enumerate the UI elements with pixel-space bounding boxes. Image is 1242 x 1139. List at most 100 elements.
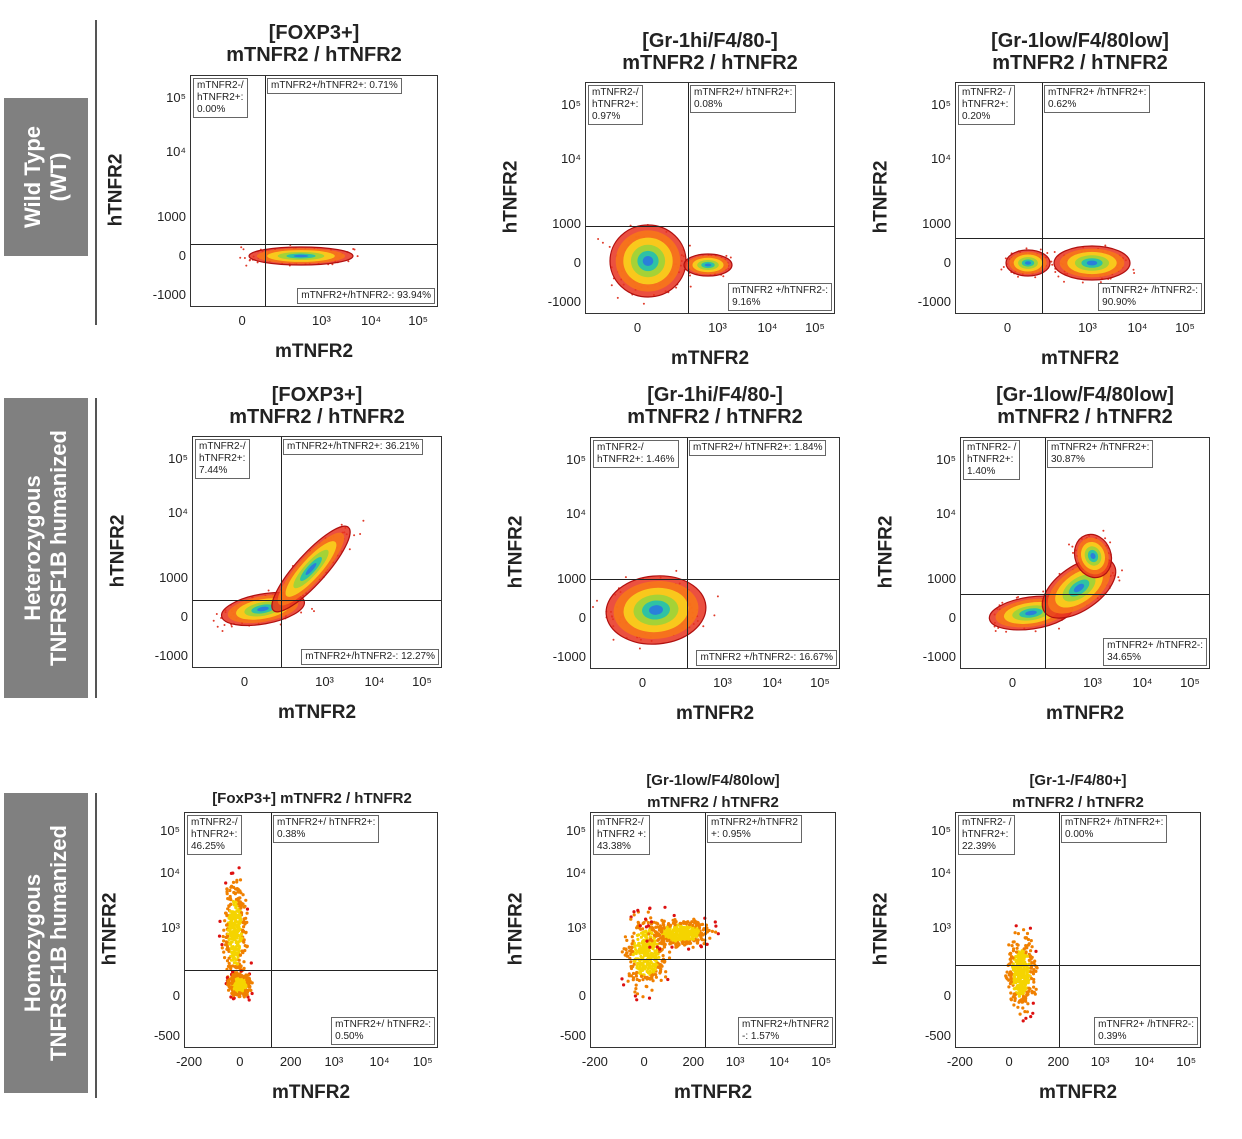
event-dot	[1011, 968, 1015, 972]
event-dot	[626, 954, 630, 958]
quadrant-label-line: +: 0.95%	[711, 829, 751, 840]
quadrant-label-line: mTNFR2+ /hTNFR2+:	[1051, 442, 1150, 453]
scatter-plot-area: mTNFR2- / hTNFR2+: 1.40% mTNFR2+ /hTNFR2+: 3…	[960, 437, 1210, 669]
y-tick-label: 1000	[552, 215, 581, 231]
y-tick-label: 10⁵	[561, 97, 581, 113]
event-dot	[664, 970, 668, 974]
event-dot	[1039, 248, 1042, 251]
event-dot	[231, 973, 235, 977]
event-dot	[1020, 968, 1024, 972]
event-dot	[230, 981, 234, 986]
panel-title-line2: mTNFR2 / hTNFR2	[627, 406, 803, 428]
quadrant-label-line: 0.20%	[962, 111, 991, 122]
event-dot	[224, 881, 228, 885]
event-dot	[630, 942, 634, 946]
event-dot	[639, 954, 643, 959]
event-dot	[637, 948, 641, 952]
y-tick-label: -1000	[552, 649, 586, 665]
event-dot	[691, 937, 695, 941]
event-dot	[636, 920, 640, 924]
event-dot	[362, 519, 365, 522]
event-dot	[1013, 931, 1017, 935]
event-dot	[226, 928, 230, 932]
event-dot	[665, 925, 669, 929]
event-dot	[681, 940, 685, 944]
event-dot	[236, 984, 240, 988]
event-dot	[653, 965, 657, 969]
event-dot	[644, 945, 648, 949]
event-dot	[648, 945, 652, 949]
panel-title-line1: [FoxP3+] mTNFR2 / hTNFR2	[212, 790, 412, 807]
event-dot	[695, 922, 699, 926]
event-dot	[1025, 247, 1028, 250]
event-dot	[1133, 272, 1136, 274]
quadrant-label-line: mTNFR2- /	[962, 87, 1012, 98]
event-dot	[650, 988, 654, 992]
x-tick-label: 10⁵	[1180, 675, 1200, 690]
event-dot	[1012, 940, 1016, 944]
event-dot	[1104, 244, 1107, 247]
scatter-plot-area: mTNFR2- / hTNFR2+: 22.39% mTNFR2+ /hTNFR2+:…	[955, 812, 1201, 1048]
event-dot	[659, 930, 664, 934]
scatter-plot-area: mTNFR2-/hTNFR2+: 0.97% mTNFR2+/ hTNFR2+: 0.…	[585, 82, 835, 314]
event-dot	[239, 256, 242, 259]
event-dot	[231, 880, 236, 884]
event-dot	[1025, 931, 1030, 936]
row-label-wt: Wild Type (WT)	[4, 98, 88, 256]
event-dot	[608, 245, 611, 248]
y-axis-label: hTNFR2	[105, 153, 127, 227]
y-tick-label: -500	[924, 1028, 951, 1044]
event-dot	[229, 871, 233, 875]
event-dot	[238, 975, 242, 979]
event-dot	[597, 238, 600, 240]
event-dot	[668, 950, 672, 954]
event-dot	[645, 969, 649, 974]
quadrant-label-lower-right: mTNFR2+/hTNFR2-: 93.94%	[297, 288, 435, 304]
event-dot	[670, 945, 674, 949]
event-dot	[242, 960, 246, 964]
event-dot	[677, 942, 681, 946]
event-dot	[601, 241, 604, 244]
event-dot	[1026, 937, 1030, 942]
quadrant-label-lower-right: mTNFR2+/hTNFR2-: 12.27%	[301, 649, 439, 665]
quadrant-label-line: 43.38%	[597, 841, 631, 852]
event-dot	[356, 255, 359, 258]
quadrant-label-line: hTNFR2+:	[197, 92, 244, 103]
y-tick-label: -1000	[152, 287, 186, 303]
density-contour	[305, 563, 317, 575]
event-dot	[641, 995, 645, 999]
event-dot	[267, 589, 270, 592]
scatter-plot-area: mTNFR2- / hTNFR2+: 0.20% mTNFR2+ /hTNFR2+: 0…	[955, 82, 1205, 314]
event-dot	[238, 980, 242, 984]
quadrant-label-lower-right: mTNFR2+ /hTNFR2-: 0.39%	[1094, 1017, 1198, 1045]
x-tick-label: 10⁵	[811, 1054, 832, 1069]
event-dot	[1015, 596, 1018, 599]
event-dot	[239, 891, 243, 895]
event-dot	[248, 988, 253, 992]
y-tick-label: 0	[180, 608, 188, 624]
quadrant-gate-vertical	[687, 438, 688, 668]
event-dot	[631, 953, 635, 957]
quadrant-label-upper-left: mTNFR2-/hTNFR2+: 7.44%	[195, 439, 250, 479]
row-label-line2: TNFRSF1B humanized	[46, 825, 71, 1061]
x-tick-label: 10⁵	[1176, 1054, 1197, 1069]
panel-title: [FoxP3+] mTNFR2 / hTNFR2	[182, 788, 442, 810]
event-dot	[625, 938, 629, 942]
y-axis-label: hTNFR2	[107, 514, 129, 588]
event-dot	[225, 959, 230, 963]
x-tick-label: 200	[1047, 1054, 1070, 1069]
event-dot	[636, 908, 640, 912]
event-dot	[678, 938, 682, 942]
density-contour	[649, 605, 663, 615]
event-dot	[716, 595, 719, 598]
event-dot	[636, 937, 640, 941]
event-dot	[629, 964, 633, 969]
scatter-plot-area: mTNFR2-/hTNFR2 +: 43.38% mTNFR2+/hTNFR2 +: …	[590, 812, 836, 1048]
event-dot	[654, 925, 658, 929]
event-dot	[675, 928, 679, 932]
event-dot	[688, 244, 691, 247]
panel-title: [Gr-1low/F4/80low] mTNFR2 / hTNFR2	[950, 30, 1210, 74]
density-contour	[257, 606, 269, 612]
event-dot	[642, 921, 646, 925]
event-dot	[243, 948, 247, 953]
